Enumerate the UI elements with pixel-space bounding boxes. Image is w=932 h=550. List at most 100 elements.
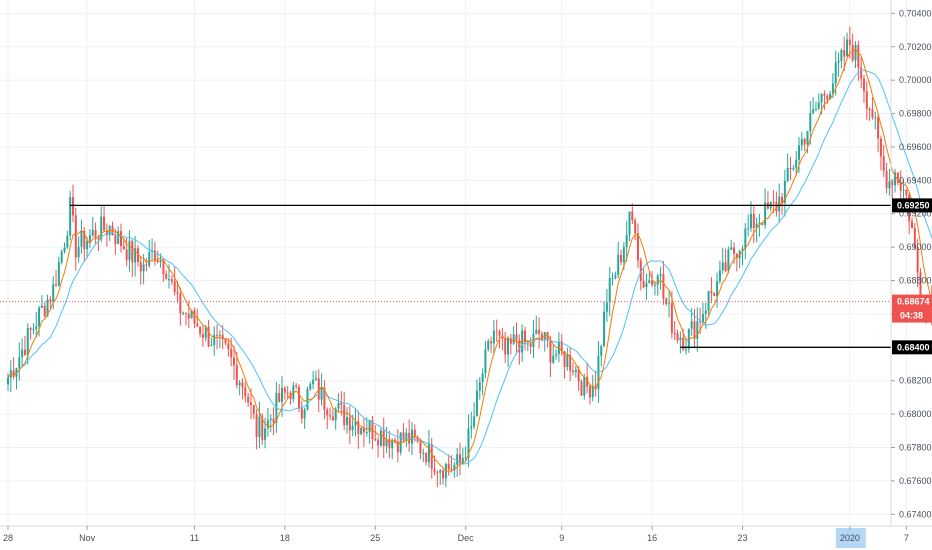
candle-body [803, 138, 806, 145]
candle-body [642, 280, 645, 288]
candle-body [814, 108, 817, 110]
moving-average-slow [7, 69, 932, 465]
candle-body [71, 196, 74, 216]
candle-body [540, 333, 543, 340]
candle-body [622, 247, 625, 262]
candle-body [597, 355, 600, 390]
candle-body [348, 417, 351, 431]
price-axis-tick-label: 0.69400 [899, 175, 932, 185]
candle-body [662, 274, 665, 299]
candle-body [244, 387, 247, 397]
candle-body [7, 377, 9, 385]
candle-body [309, 384, 312, 390]
candle-body [258, 416, 261, 438]
candle-body [66, 235, 69, 248]
candle-body [475, 390, 478, 417]
candle-body [823, 93, 826, 96]
candle-body [340, 403, 343, 405]
candle-body [718, 270, 721, 282]
candle-body [272, 418, 275, 423]
candle-body [264, 428, 267, 440]
level-price-label: 0.69250 [897, 200, 930, 210]
price-axis-tick-label: 0.70200 [899, 42, 932, 52]
candle-body [673, 332, 676, 334]
price-axis-tick-label: 0.69200 [899, 209, 932, 219]
candle-body [470, 426, 473, 429]
candle-body [704, 310, 707, 314]
candle-body [792, 168, 795, 170]
price-axis-tick-label: 0.69000 [899, 242, 932, 252]
price-axis-tick-label: 0.70400 [899, 8, 932, 18]
candle-body [18, 357, 21, 368]
candle-body [114, 235, 117, 244]
candle-body [716, 281, 719, 297]
candle-body [868, 108, 871, 110]
candle-body [574, 369, 577, 373]
candle-body [885, 170, 888, 189]
candle-body [40, 305, 43, 308]
candle-body [605, 302, 608, 312]
candle-body [826, 95, 829, 100]
candles [7, 26, 932, 488]
candle-body [453, 464, 456, 471]
time-axis-tick-label: 28 [3, 533, 13, 543]
candle-body [919, 272, 922, 300]
level-price-tag [892, 198, 932, 213]
candle-body [862, 78, 865, 92]
candle-body [396, 441, 399, 453]
candle-body [772, 201, 775, 203]
candle-body [168, 279, 171, 281]
candle-body [142, 264, 145, 272]
candle-body [343, 404, 346, 425]
candle-body [26, 328, 29, 356]
candle-body [357, 421, 360, 435]
candle-body [241, 382, 244, 388]
candle-body [425, 452, 428, 463]
candle-body [639, 260, 642, 281]
price-axis[interactable]: 0.67400 0.67600 0.67800 0.68000 0.68200 0.686… [891, 8, 932, 519]
candle-body [676, 333, 679, 341]
candle-body [238, 382, 241, 386]
candle-body [182, 312, 185, 314]
candle-body [283, 387, 286, 393]
candle-body [846, 39, 849, 57]
candle-body [193, 310, 196, 324]
candle-body [693, 321, 696, 340]
candle-body [187, 314, 190, 319]
candle-body [614, 274, 617, 278]
candle-body [295, 385, 298, 387]
candle-body [184, 312, 187, 315]
candle-body [136, 248, 139, 263]
candle-body [385, 438, 388, 447]
candle-body [526, 343, 529, 345]
candle-body [798, 145, 800, 160]
candle-body [360, 427, 363, 435]
candle-body [891, 181, 894, 186]
candle-body [591, 385, 594, 398]
candle-body [478, 382, 481, 391]
candle-body [631, 211, 634, 221]
time-axis-tick-label: 23 [737, 533, 747, 543]
candle-body [439, 470, 442, 473]
candle-body [865, 91, 868, 109]
candle-body [896, 172, 899, 183]
price-axis-tick-label: 0.67600 [899, 476, 932, 486]
time-axis[interactable]: 28Nov111825Dec91623202071320 [3, 526, 932, 548]
candle-body [834, 62, 837, 84]
candle-body [538, 329, 541, 334]
candle-body [620, 255, 623, 262]
candle-body [122, 246, 125, 250]
candle-body [854, 44, 857, 61]
candle-body [422, 452, 425, 454]
candle-countdown-label: 04:38 [900, 311, 923, 321]
candle-body [83, 230, 86, 250]
candle-body [523, 330, 526, 344]
candle-body [899, 182, 902, 191]
candle-body [159, 260, 162, 263]
grid-lines [0, 0, 907, 526]
candle-body [346, 417, 348, 425]
candle-body [88, 235, 91, 241]
candle-body [100, 216, 103, 240]
horizontal-levels[interactable] [70, 204, 891, 348]
